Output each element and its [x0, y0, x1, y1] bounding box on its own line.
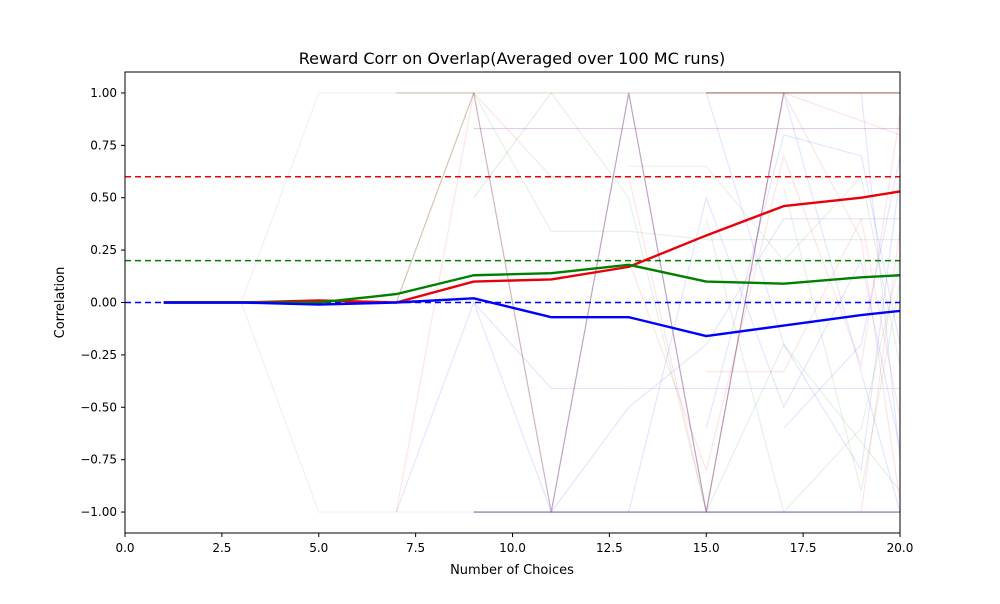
background-runs — [240, 91, 901, 515]
y-tick-label: −0.50 — [80, 400, 117, 414]
mc-run-line-5 — [473, 92, 552, 199]
y-tick-label: −0.25 — [80, 348, 117, 362]
chart-title: Reward Corr on Overlap(Averaged over 100… — [299, 49, 726, 68]
mc-run-line-19 — [705, 92, 901, 472]
mc-run-line-3 — [240, 302, 474, 513]
x-ticks: 0.0 2.5 5.0 7.5 10.0 12.5 15.0 17.5 20.0 — [115, 533, 913, 555]
reference-lines — [125, 176, 900, 304]
mc-run-line-30 — [473, 92, 785, 513]
mc-run-line-25 — [783, 187, 901, 492]
x-tick-label: 12.5 — [596, 541, 623, 555]
mc-run-line-23 — [783, 92, 901, 502]
mc-run-line-14 — [550, 218, 900, 513]
x-tick-label: 5.0 — [309, 541, 328, 555]
y-axis-label: Correlation — [53, 267, 68, 339]
y-tick-label: 0.25 — [90, 243, 117, 257]
x-tick-label: 7.5 — [406, 541, 425, 555]
mc-run-line-1 — [395, 92, 475, 303]
x-tick-label: 15.0 — [693, 541, 720, 555]
mc-run-line-24 — [783, 155, 901, 429]
mc-run-line-13 — [395, 301, 900, 513]
y-tick-label: 0.00 — [90, 296, 117, 310]
x-tick-label: 10.0 — [499, 541, 526, 555]
y-tick-label: −0.75 — [80, 453, 117, 467]
x-axis-label: Number of Choices — [450, 563, 574, 578]
series-line-1 — [163, 263, 901, 304]
series-line-0 — [163, 190, 901, 304]
mc-run-line-20 — [706, 216, 901, 418]
x-tick-label: 2.5 — [212, 541, 231, 555]
series-lines — [163, 190, 901, 338]
mc-run-line-18 — [628, 165, 901, 366]
mc-run-line-6 — [473, 92, 900, 241]
y-ticks: −1.00 −0.75 −0.50 −0.25 0.00 0.25 0.50 0.75 1.00 — [80, 86, 125, 519]
mc-run-line-17 — [628, 113, 901, 473]
y-tick-label: 1.00 — [90, 86, 117, 100]
series-line-2 — [163, 297, 901, 338]
y-tick-label: 0.50 — [90, 191, 117, 205]
x-tick-label: 20.0 — [887, 541, 914, 555]
x-tick-label: 0.0 — [115, 541, 134, 555]
x-tick-label: 17.5 — [790, 541, 817, 555]
y-tick-label: −1.00 — [80, 505, 117, 519]
mc-run-line-21 — [705, 218, 901, 514]
mc-run-line-2 — [240, 92, 474, 303]
y-tick-label: 0.75 — [90, 138, 117, 152]
